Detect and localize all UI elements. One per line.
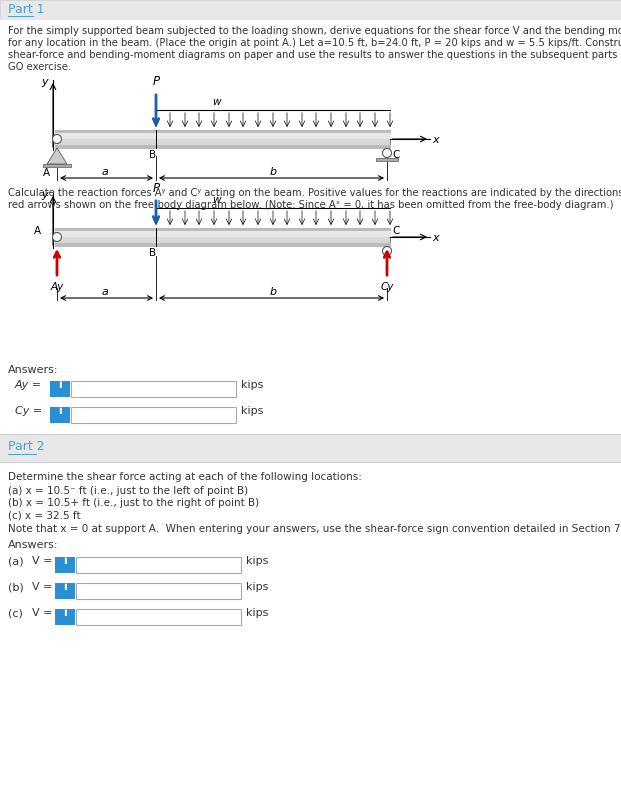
Bar [55,228,390,231]
Text: Answers:: Answers: [8,540,58,550]
Circle shape [53,135,61,143]
Text: A: A [43,168,50,178]
Bar [0,463,621,792]
Text: B: B [150,248,156,258]
Text: For the simply supported beam subjected to the loading shown, derive equations f: For the simply supported beam subjected … [8,26,621,36]
Text: Cy =: Cy = [15,406,42,416]
Text: kips: kips [246,608,268,618]
Text: A: A [34,226,41,236]
Text: Part 1: Part 1 [8,3,45,16]
Bar [71,407,236,423]
Text: (c): (c) [8,608,23,618]
Text: Determine the shear force acting at each of the following locations:: Determine the shear force acting at each… [8,472,362,482]
Circle shape [383,246,391,256]
Text: kips: kips [246,582,268,592]
Text: for any location in the beam. (Place the origin at point A.) Let a=10.5 ft, b=24: for any location in the beam. (Place the… [8,38,621,48]
Bar [76,609,241,625]
Bar [55,228,390,246]
Text: Note that x = 0 at support A.  When entering your answers, use the shear-force s: Note that x = 0 at support A. When enter… [8,524,621,534]
Text: P: P [152,182,160,195]
Text: V =: V = [32,582,53,592]
Text: (c) x = 32.5 ft: (c) x = 32.5 ft [8,510,81,520]
Text: x: x [432,135,438,145]
Bar [55,145,390,148]
Bar [55,609,75,625]
Text: Ay =: Ay = [15,380,42,390]
Text: a: a [102,287,109,297]
Bar [55,130,390,148]
Circle shape [53,233,61,242]
Text: x: x [432,233,438,243]
Text: (a): (a) [8,556,24,566]
Text: kips: kips [246,556,268,566]
Text: V =: V = [32,556,53,566]
Text: i: i [58,380,62,390]
Bar [55,130,390,133]
Text: (b) x = 10.5+ ft (i.e., just to the right of point B): (b) x = 10.5+ ft (i.e., just to the righ… [8,498,259,508]
Text: P: P [152,75,160,88]
Bar [376,158,398,161]
Bar [0,462,621,463]
Bar [43,164,71,167]
Bar [0,435,621,463]
Text: i: i [63,556,67,566]
Text: Calculate the reaction forces Aʸ and Cʸ acting on the beam. Positive values for : Calculate the reaction forces Aʸ and Cʸ … [8,188,621,198]
Bar [55,583,75,599]
Bar [76,557,241,573]
Bar [55,557,75,573]
Text: C: C [392,150,399,160]
Text: i: i [63,608,67,618]
Bar [71,381,236,397]
Text: kips: kips [241,380,263,390]
Text: (a) x = 10.5⁻ ft (i.e., just to the left of point B): (a) x = 10.5⁻ ft (i.e., just to the left… [8,486,248,496]
Text: Ay: Ay [50,282,63,292]
Text: y: y [42,77,48,87]
Text: shear-force and bending-moment diagrams on paper and use the results to answer t: shear-force and bending-moment diagrams … [8,50,621,60]
Text: b: b [270,167,276,177]
Bar [50,381,70,397]
Text: b: b [270,287,276,297]
Polygon shape [47,148,67,164]
Text: w: w [212,195,220,205]
Text: red arrows shown on the free-body diagram below. (Note: Since Aˣ = 0, it has bee: red arrows shown on the free-body diagra… [8,200,614,210]
Bar [50,407,70,423]
Circle shape [383,148,391,158]
Text: Answers:: Answers: [8,365,58,375]
Text: B: B [150,150,156,160]
Bar [0,434,621,435]
Bar [55,243,390,246]
Text: Cy: Cy [380,282,394,292]
Bar [55,132,390,146]
Text: w: w [212,97,220,107]
Text: a: a [102,167,109,177]
Bar [0,20,621,475]
Text: C: C [392,226,399,236]
Bar [55,133,390,138]
Text: Part 2: Part 2 [8,440,45,453]
Text: V =: V = [32,608,53,618]
Bar [76,583,241,599]
Text: y: y [42,190,48,200]
Bar [0,0,621,20]
Bar [55,231,390,236]
Bar [55,230,390,244]
Text: (b): (b) [8,582,24,592]
Text: i: i [63,582,67,592]
Text: GO exercise.: GO exercise. [8,62,71,72]
Text: kips: kips [241,406,263,416]
Text: i: i [58,406,62,416]
